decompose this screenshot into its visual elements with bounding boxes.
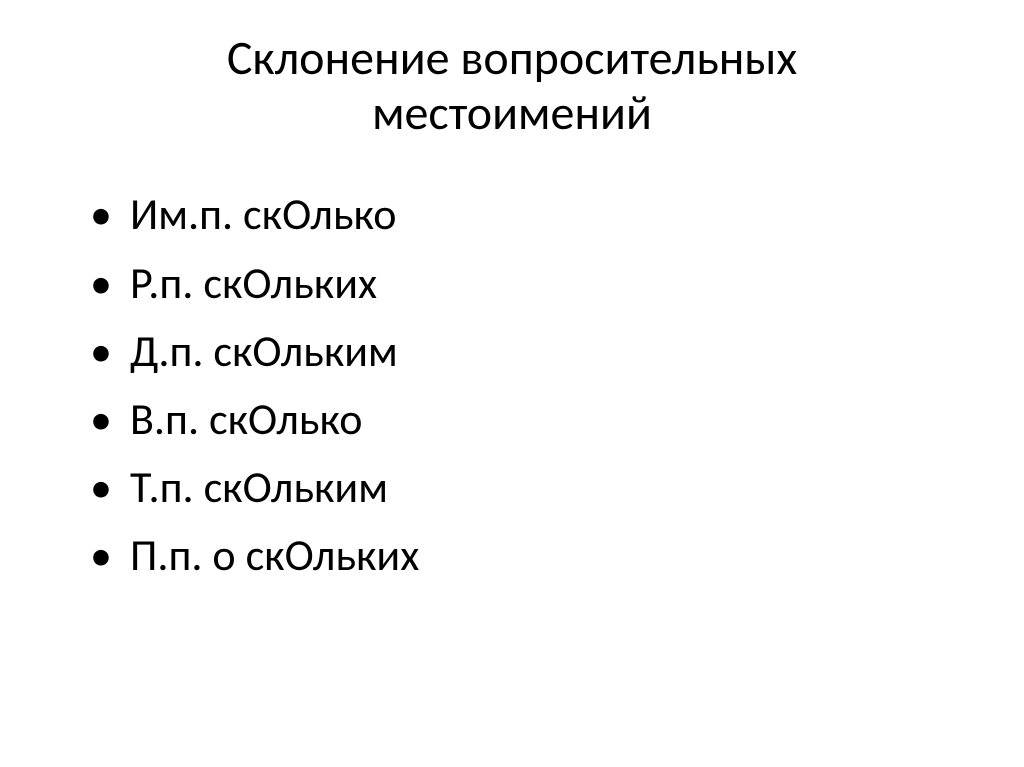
list-item: В.п. скОлько	[130, 385, 964, 453]
list-item: П.п. о скОльких	[130, 521, 964, 589]
list-item: Р.п. скОльких	[130, 249, 964, 317]
slide: Склонение вопросительных местоимений Им.…	[0, 0, 1024, 767]
list-item: Т.п. скОльким	[130, 453, 964, 521]
title-line-2: местоимений	[372, 83, 652, 142]
list-item: Им.п. скОлько	[130, 180, 964, 248]
declension-list: Им.п. скОлько Р.п. скОльких Д.п. скОльки…	[60, 180, 964, 589]
slide-title: Склонение вопросительных местоимений	[60, 30, 964, 140]
title-line-1: Склонение вопросительных	[227, 28, 797, 87]
list-item: Д.п. скОльким	[130, 317, 964, 385]
